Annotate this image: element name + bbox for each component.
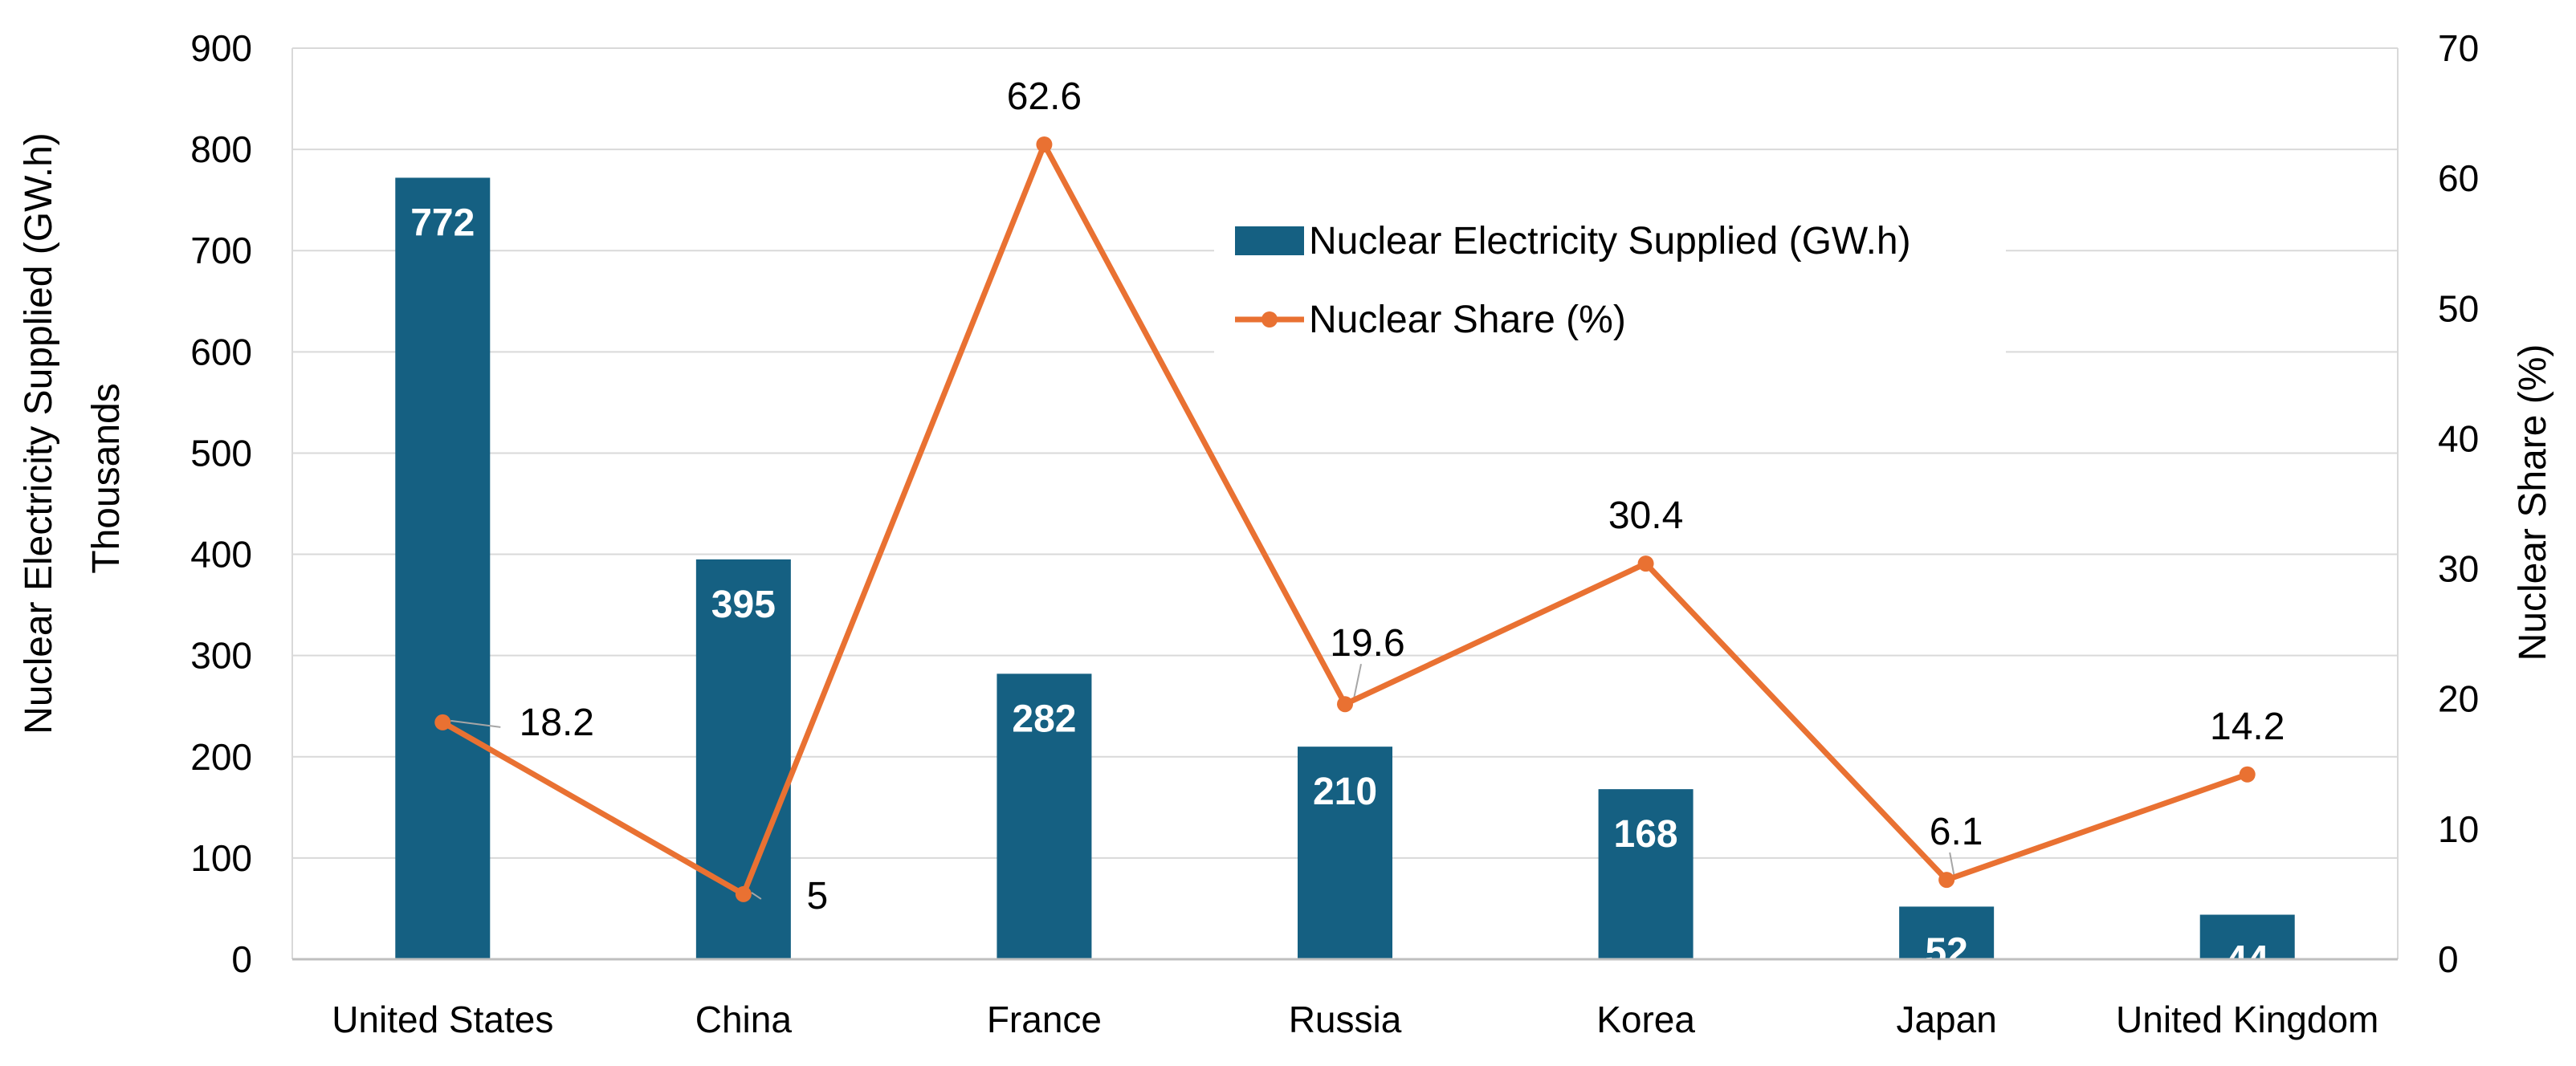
right-axis-title: Nuclear Share (%) — [2512, 344, 2554, 661]
bar-value-label: 395 — [711, 584, 776, 626]
bar — [1899, 906, 1995, 959]
gridlines — [292, 47, 2398, 859]
category-label: China — [695, 999, 793, 1040]
bar-value-label: 282 — [1012, 698, 1076, 740]
line-marker — [1337, 696, 1353, 713]
legend-label-bar: Nuclear Electricity Supplied (GW.h) — [1309, 220, 1911, 262]
legend-background — [1214, 215, 2006, 353]
leader-line — [1352, 663, 1362, 703]
legend: Nuclear Electricity Supplied (GW.h) Nucl… — [1214, 215, 2006, 353]
category-label: Korea — [1596, 999, 1695, 1040]
bar-value-label: 52 — [1925, 930, 1967, 973]
bar-value-label: 772 — [410, 201, 475, 244]
line-marker — [1036, 136, 1053, 153]
share-value-label: 18.2 — [520, 702, 594, 744]
left-axis-ticks: 0 100 200 300 400 500 600 700 800 900 — [190, 27, 252, 980]
share-value-label: 6.1 — [1930, 811, 1983, 853]
right-axis-tick-label: 30 — [2438, 548, 2479, 590]
line-marker — [735, 885, 752, 902]
leader-line — [751, 892, 762, 900]
leader-lines — [450, 663, 1956, 900]
left-axis-tick-label: 800 — [190, 128, 252, 170]
category-axis-ticks: United States China France Russia Korea Japan… — [332, 999, 2378, 1040]
share-value-label: 62.6 — [1007, 75, 1082, 118]
right-axis-tick-label: 70 — [2438, 27, 2479, 69]
category-label: Japan — [1896, 999, 1996, 1040]
share-value-label: 5 — [807, 875, 829, 917]
line-marker — [434, 714, 451, 730]
left-axis-tick-label: 0 — [231, 938, 252, 980]
right-axis-tick-label: 50 — [2438, 287, 2479, 329]
category-label: United Kingdom — [2116, 999, 2378, 1040]
line-data-labels: 18.2 5 62.6 19.6 30.4 6.1 14.2 — [520, 75, 2285, 917]
line-markers — [434, 136, 2256, 902]
legend-label-line: Nuclear Share (%) — [1309, 299, 1626, 341]
right-axis-tick-label: 20 — [2438, 678, 2479, 720]
right-axis-tick-label: 0 — [2438, 938, 2459, 980]
axes — [291, 48, 2399, 961]
line-marker — [1637, 555, 1654, 572]
line-marker — [1938, 872, 1955, 889]
left-axis-tick-label: 400 — [190, 534, 252, 576]
category-label: Russia — [1289, 999, 1402, 1040]
bar — [2199, 914, 2295, 959]
left-axis-tick-label: 700 — [190, 230, 252, 271]
left-axis-tick-label: 900 — [190, 27, 252, 69]
leader-line — [1949, 852, 1956, 879]
right-axis-tick-label: 10 — [2438, 808, 2479, 850]
category-label: France — [987, 999, 1102, 1040]
left-axis-title: Nuclear Electricity Supplied (GW.h) — [18, 132, 60, 734]
right-axis-ticks: 0 10 20 30 40 50 60 70 — [2438, 27, 2479, 980]
right-axis-tick-label: 40 — [2438, 417, 2479, 459]
leader-line — [450, 719, 501, 728]
share-value-label: 30.4 — [1608, 494, 1683, 537]
left-axis-tick-label: 100 — [190, 837, 252, 879]
left-axis-tick-label: 600 — [190, 331, 252, 372]
left-axis-tick-label: 200 — [190, 736, 252, 778]
share-value-label: 14.2 — [2210, 706, 2285, 748]
category-label: United States — [332, 999, 553, 1040]
share-value-label: 19.6 — [1330, 622, 1404, 665]
bar-value-label: 168 — [1614, 813, 1678, 856]
left-axis-tick-label: 500 — [190, 432, 252, 474]
bar — [997, 673, 1092, 959]
bar — [1298, 747, 1392, 959]
bar — [395, 177, 491, 959]
line-marker — [2239, 766, 2256, 783]
left-axis-units-label: Thousands — [85, 383, 128, 574]
left-axis-tick-label: 300 — [190, 635, 252, 677]
legend-swatch-bar — [1235, 226, 1304, 255]
right-axis-tick-label: 60 — [2438, 157, 2479, 199]
legend-swatch-marker — [1262, 311, 1278, 328]
bar-value-label: 210 — [1313, 771, 1377, 813]
bar — [1598, 789, 1694, 959]
